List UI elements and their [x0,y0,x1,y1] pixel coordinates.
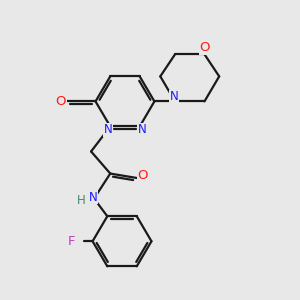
Text: N: N [89,190,98,204]
Text: O: O [199,41,210,54]
Text: N: N [170,91,179,103]
Text: F: F [68,235,76,248]
Text: O: O [56,95,66,108]
Text: N: N [137,124,146,136]
Text: H: H [76,194,85,207]
Text: O: O [137,169,148,182]
Text: N: N [104,124,112,136]
